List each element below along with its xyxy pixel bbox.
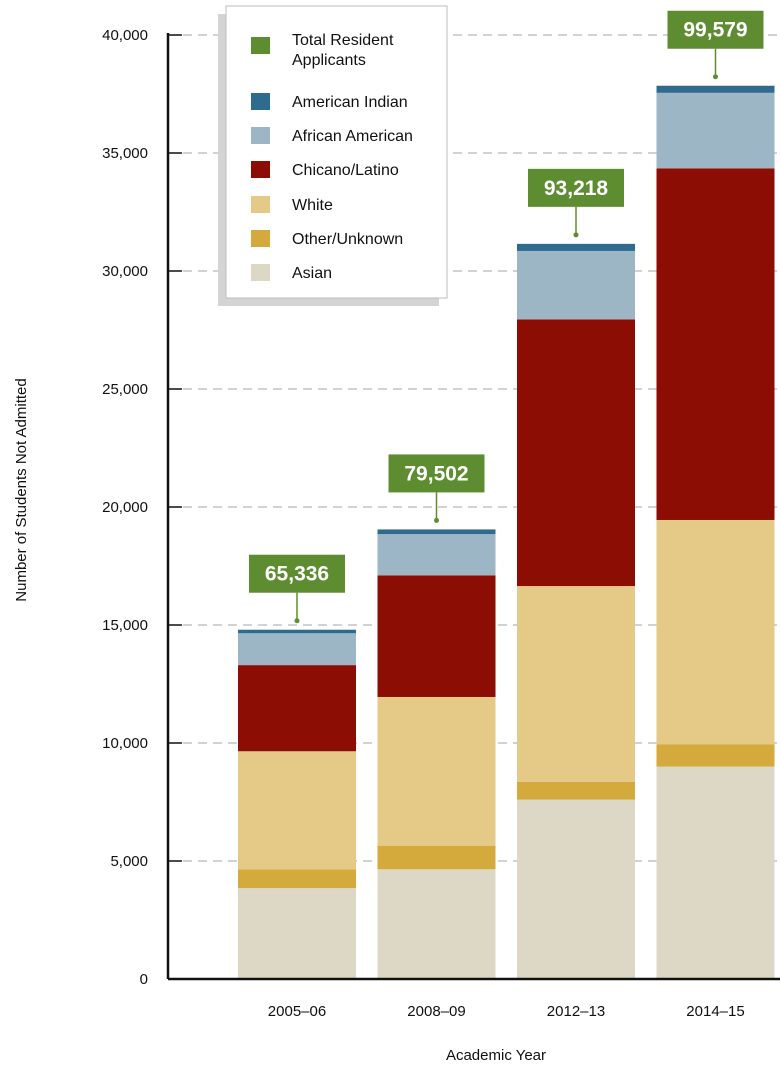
x-tick-label: 2005–06 — [268, 1003, 326, 1020]
bar-segment-white — [238, 751, 356, 870]
bar-segment-other-unknown — [377, 845, 496, 870]
bar-segment-white — [656, 519, 775, 745]
legend-swatch — [251, 230, 270, 247]
legend-box — [225, 5, 448, 299]
callout-dot — [573, 232, 579, 238]
y-tick-label: 40,000 — [102, 27, 148, 44]
legend-label: African American — [292, 128, 413, 145]
bar-segment-other-unknown — [238, 869, 356, 889]
bar-segment-chicano-latino — [517, 319, 635, 587]
callout-dot — [713, 74, 718, 80]
total-callout-box — [667, 10, 764, 49]
bar-segment-african-american — [656, 92, 775, 169]
bar-segment-asian — [377, 869, 496, 979]
x-tick-label: 2008–09 — [407, 1003, 465, 1020]
y-tick-label: 35,000 — [102, 145, 148, 162]
bar-segment-american-indian — [238, 629, 356, 634]
bar-segment-asian — [238, 888, 356, 979]
bar-segment-other-unknown — [517, 781, 635, 800]
legend-label: Other/Unknown — [292, 231, 403, 248]
total-label: 65,336 — [265, 563, 329, 586]
bar-segment-other-unknown — [656, 744, 775, 767]
bar-segment-chicano-latino — [238, 665, 356, 752]
y-tick-label: 20,000 — [102, 499, 148, 516]
x-tick-label: 2014–15 — [686, 1003, 744, 1020]
bar-segment-asian — [656, 766, 775, 979]
bar-segment-african-american — [238, 633, 356, 666]
bar-segment-white — [377, 696, 496, 846]
total-label: 79,502 — [404, 462, 468, 485]
legend-label: American Indian — [292, 94, 408, 111]
x-tick-label: 2012–13 — [547, 1003, 605, 1020]
bar-segment-white — [517, 586, 635, 782]
legend-swatch — [251, 127, 270, 144]
legend-swatch — [251, 93, 270, 110]
callout-dot — [294, 618, 300, 624]
bars — [238, 85, 775, 979]
legend: Total Resident Applicants American Indian A… — [218, 5, 448, 306]
total-callouts: 65,336 79,502 93,218 99,579 — [249, 10, 764, 624]
bar-segment-african-american — [517, 250, 635, 320]
bar-segment-american-indian — [656, 85, 775, 93]
axes: 0 5,000 10,000 15,000 20,000 25,000 30,000 35,0… — [102, 27, 780, 1020]
y-tick-label: 0 — [140, 971, 148, 988]
y-axis-title: Number of Students Not Admitted — [13, 378, 30, 601]
legend-label: Asian — [292, 265, 332, 282]
y-tick-label: 10,000 — [102, 735, 148, 752]
bar-segment-american-indian — [377, 529, 496, 535]
bar-segment-chicano-latino — [377, 575, 496, 697]
bar-segment-asian — [517, 799, 635, 979]
total-callout-box — [249, 554, 345, 593]
callout-dot — [434, 517, 439, 523]
legend-swatch — [251, 264, 270, 281]
total-label: 93,218 — [544, 177, 609, 200]
bar-segment-chicano-latino — [656, 168, 775, 520]
total-callout-box — [528, 168, 624, 207]
y-tick-label: 15,000 — [102, 617, 148, 634]
legend-label: White — [292, 197, 333, 214]
y-tick-label: 5,000 — [110, 853, 148, 870]
bar-segment-african-american — [377, 534, 496, 576]
y-tick-label: 25,000 — [102, 381, 148, 398]
x-axis-title: Academic Year — [446, 1047, 546, 1064]
legend-swatch — [251, 196, 270, 213]
y-tick-label: 30,000 — [102, 263, 148, 280]
bar-segment-american-indian — [517, 243, 635, 251]
total-callout-box — [388, 454, 485, 493]
legend-label: Total Resident Applicants — [292, 32, 394, 69]
legend-swatch — [251, 37, 270, 54]
legend-swatch — [251, 161, 270, 178]
total-label: 99,579 — [683, 19, 747, 42]
legend-label: Chicano/Latino — [292, 162, 399, 179]
